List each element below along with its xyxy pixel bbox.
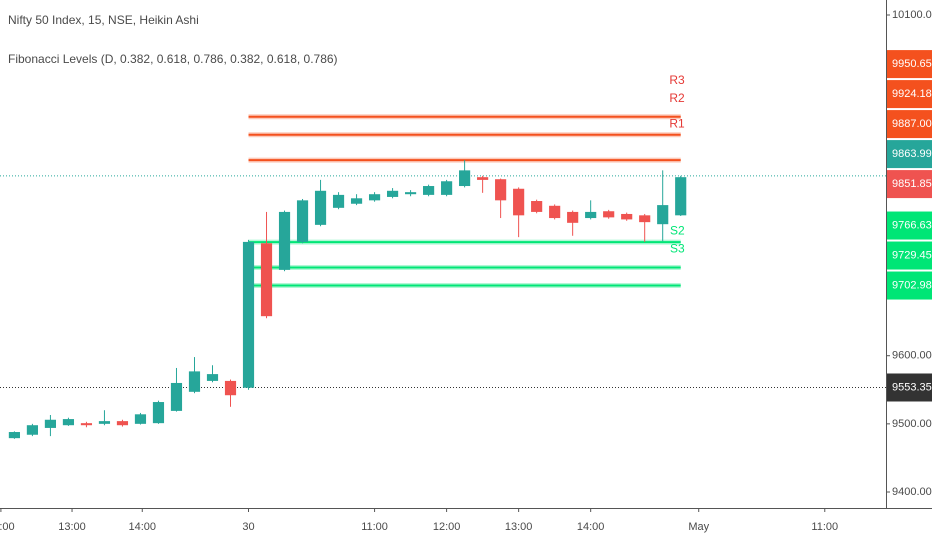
candle-body — [531, 201, 543, 212]
price-label-box — [887, 110, 932, 139]
candle-body — [386, 190, 399, 197]
candle-body — [621, 213, 633, 220]
y-tick-label: 9500.00 — [892, 418, 932, 430]
price-label: 9887.00 — [892, 118, 932, 130]
x-tick-label: May — [688, 521, 709, 533]
candle-body — [116, 421, 129, 426]
candle-body — [296, 200, 309, 242]
fib-level-name: S2 — [670, 224, 685, 238]
candle-body — [98, 421, 111, 424]
price-label-box — [887, 50, 932, 79]
fib-level-name: R3 — [669, 73, 685, 87]
candle-body — [44, 419, 57, 428]
candle-body — [332, 194, 345, 208]
fib-level-name: R2 — [669, 91, 685, 105]
candle-body — [206, 374, 219, 381]
price-label-box — [887, 80, 932, 109]
price-label-box — [887, 271, 932, 300]
candle-body — [549, 205, 561, 219]
candle-body — [459, 170, 471, 187]
candle-body — [657, 205, 669, 225]
x-tick-label: 30 — [242, 521, 254, 533]
candle-body — [368, 194, 381, 201]
candle-body — [134, 414, 147, 424]
candle-body — [26, 425, 38, 435]
y-tick-label: 9600.00 — [892, 350, 932, 362]
candle-body — [477, 177, 489, 180]
candle-body — [224, 380, 237, 396]
candle-body — [80, 423, 93, 426]
price-label-box — [887, 211, 932, 240]
candle-body — [242, 241, 255, 388]
candle-body — [585, 211, 597, 219]
price-label: 9863.99 — [892, 148, 932, 160]
price-label: 9851.85 — [892, 178, 932, 190]
y-tick-label: 9400.00 — [892, 486, 932, 498]
candle-body — [314, 190, 327, 225]
candle-body — [260, 243, 273, 317]
x-tick-label: 14:00 — [577, 521, 605, 533]
candle-body — [441, 181, 453, 195]
indicator-label: Fibonacci Levels (D, 0.382, 0.618, 0.786… — [8, 52, 338, 66]
x-tick-label: 14:00 — [128, 521, 156, 533]
candle-body — [495, 179, 507, 201]
price-label-box — [887, 373, 932, 402]
candle-body — [8, 432, 20, 439]
x-tick-label: 12:00 — [433, 521, 461, 533]
candle-body — [405, 192, 417, 195]
candle-body — [423, 186, 435, 195]
candle-body — [152, 402, 165, 424]
candle-body — [62, 419, 75, 426]
candle-body — [513, 188, 525, 216]
x-tick-label: 11:00 — [361, 521, 388, 533]
candle-body — [278, 211, 291, 270]
price-label: 9924.18 — [892, 88, 932, 100]
candle-body — [170, 382, 183, 411]
x-tick-label: 12:00 — [0, 521, 15, 533]
fib-level-name: S3 — [670, 242, 685, 256]
fib-level-name: R1 — [669, 116, 685, 130]
x-tick-label: 13:00 — [58, 521, 86, 533]
x-tick-label: 11:00 — [811, 521, 838, 533]
y-tick-label: 10100.00 — [892, 9, 932, 21]
price-label-box — [887, 170, 932, 199]
candle-body — [639, 215, 651, 223]
price-label: 9729.45 — [892, 249, 932, 261]
price-label: 9553.35 — [892, 381, 932, 393]
price-label-box — [887, 241, 932, 270]
candle-body — [188, 371, 201, 392]
candle-body — [567, 211, 579, 223]
x-tick-label: 13:00 — [505, 521, 533, 533]
price-label: 9950.65 — [892, 58, 932, 70]
price-label-box — [887, 140, 932, 169]
chart-title: Nifty 50 Index, 15, NSE, Heikin Ashi — [8, 13, 199, 27]
candle-body — [603, 211, 615, 218]
candle-body — [350, 198, 363, 204]
candle-body — [675, 177, 687, 216]
price-label: 9766.63 — [892, 219, 932, 231]
price-label: 9702.98 — [892, 279, 932, 291]
